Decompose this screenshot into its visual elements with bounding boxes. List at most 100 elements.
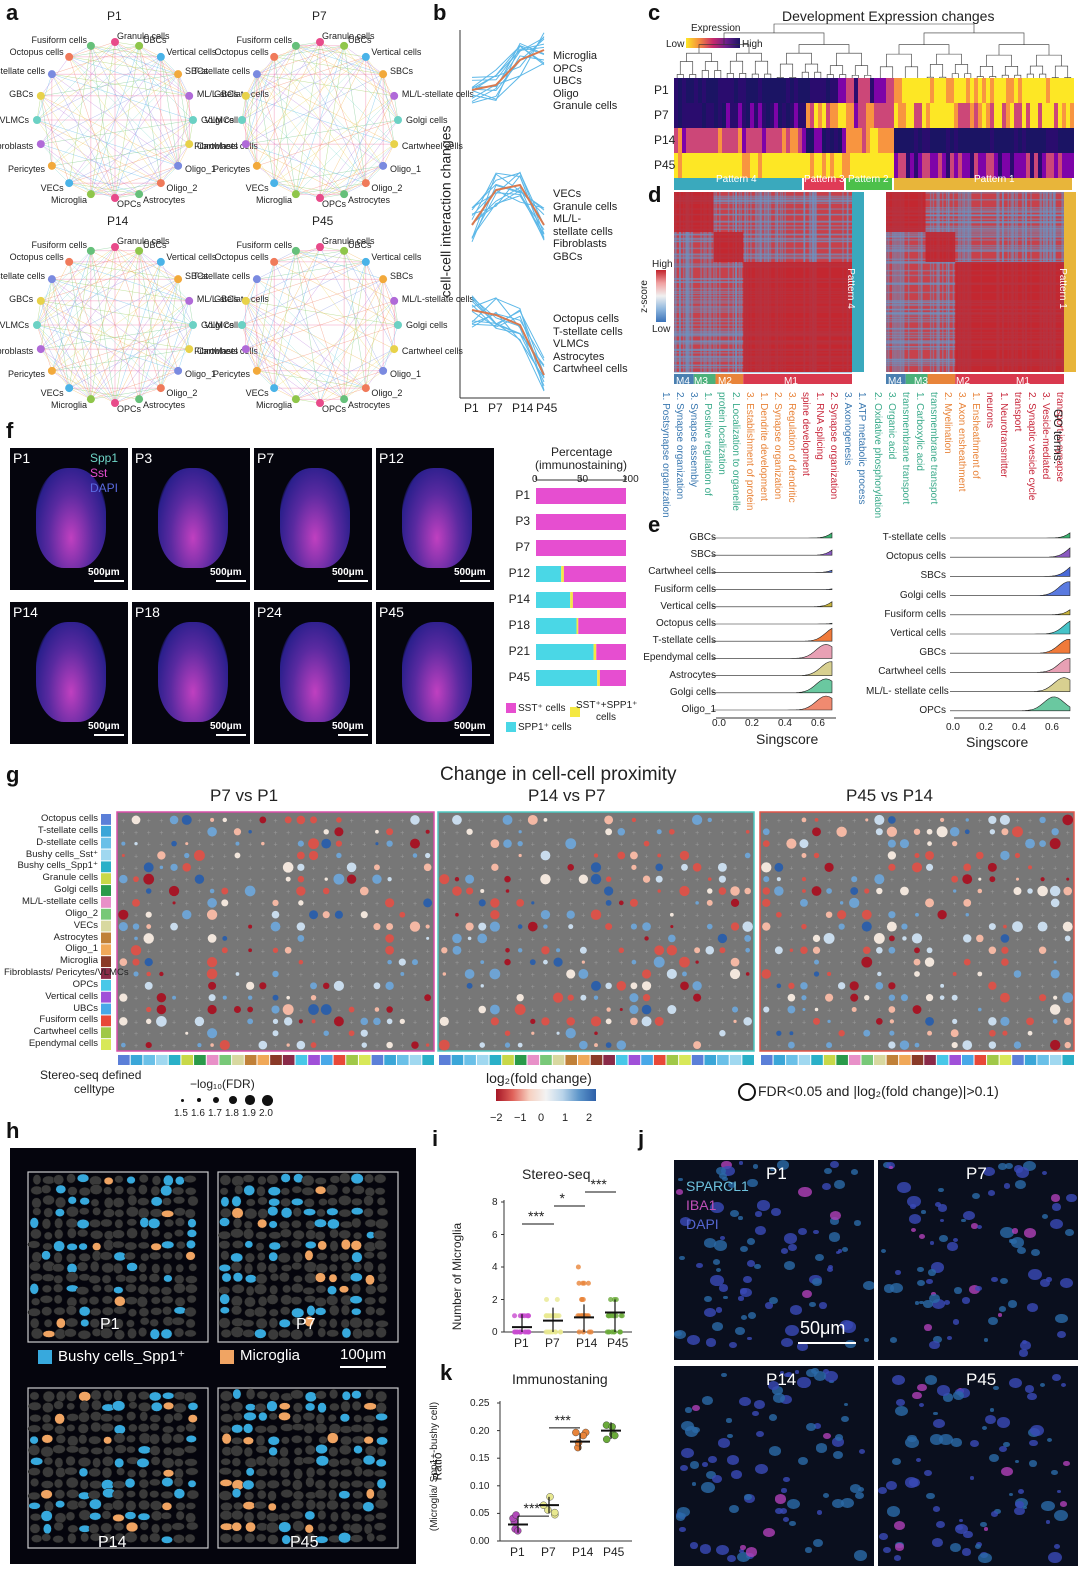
proximity-cross: + [978,913,982,920]
proximity-dot [681,863,688,871]
proximity-dot [118,922,128,932]
other-cell [279,1446,289,1458]
heatmap-cell [710,153,714,178]
other-cell [256,1510,267,1521]
proximity-dot [1053,960,1057,964]
cell-nucleus [953,1286,963,1294]
other-cell [126,1391,137,1403]
proximity-cross: + [248,913,252,920]
cell-nucleus [754,1463,768,1475]
proximity-cross: + [594,948,598,955]
i-data-point [526,1329,532,1335]
proximity-cross: + [337,865,341,872]
cell-nucleus [1051,1469,1058,1475]
cell-nucleus [1028,1460,1038,1467]
cell-nucleus [823,1493,830,1499]
heatmap-cell [1066,78,1070,103]
other-cell [138,1499,151,1511]
cell-nucleus [1011,1228,1019,1234]
proximity-dot [221,899,229,907]
fdr-tick: 1.9 [242,1108,256,1119]
proximity-cross: + [159,1043,163,1050]
other-cell [174,1251,184,1261]
proximity-dot [423,863,432,872]
proximity-cross: + [670,818,674,825]
other-cell [151,1175,162,1186]
proximity-cross: + [877,913,881,920]
cell-nucleus [943,1300,950,1305]
proximity-dot [565,1028,576,1039]
other-cell [218,1240,231,1250]
proximity-dot [826,888,832,894]
other-cell [140,1252,150,1262]
i-data-point [619,1313,625,1319]
proximity-dot [861,909,872,920]
heatmap-cell [1038,153,1042,178]
proximity-dot [259,816,267,824]
b-group-label: Oligo [553,87,579,100]
other-cell [314,1423,328,1434]
proximity-cross: + [789,889,793,896]
cell-nucleus [886,1505,901,1517]
cell-nucleus [1001,1467,1013,1477]
bushy-cell [268,1251,279,1262]
proximity-cross: + [815,865,819,872]
heatmap-cell [990,78,994,103]
proximity-dot [283,1017,293,1026]
heatmap-cell [954,103,958,128]
heatmap-cell [798,78,802,103]
proximity-cross: + [197,1008,201,1015]
proximity-cross: + [172,936,176,943]
proximity-dot [952,1018,958,1024]
mean-trend-line [471,49,545,91]
network-label: UBCs [142,240,167,251]
bushy-cell [54,1208,65,1217]
cell-nucleus [983,1338,989,1343]
proximity-dot [774,946,783,955]
proximity-cross: + [865,1008,869,1015]
other-cell [353,1414,363,1423]
heatmap-cell [698,78,702,103]
heatmap-cell [798,103,802,128]
proximity-dot [999,814,1011,826]
proximity-cross: + [455,853,459,860]
network-label: Oligo_2 [371,182,403,193]
proximity-cross: + [413,913,417,920]
other-cell [327,1414,337,1423]
cell-nucleus [828,1232,840,1242]
proximity-cross: + [261,1019,265,1026]
other-cell [75,1286,90,1296]
proximity-dot [221,887,229,895]
other-cell [78,1187,91,1197]
heatmap-cell [982,78,986,103]
corr-stripe [674,220,852,223]
cell-nucleus [723,1295,728,1300]
g-row-label: D-stellate cells [36,836,98,848]
cell-node [390,91,399,100]
other-cell [341,1186,351,1195]
proximity-dot [465,922,474,931]
other-cell [30,1185,43,1195]
proximity-cross: + [235,818,239,825]
legend-bushy-swatch [38,1350,52,1364]
proximity-cross: + [695,913,699,920]
proximity-dot [194,1016,205,1027]
proximity-dot [296,922,306,931]
proximity-cross: + [902,984,906,991]
other-cell [78,1252,91,1262]
bushy-cell [351,1390,362,1400]
dendrogram-branch [798,44,850,54]
proximity-cross: + [235,913,239,920]
heatmap-cell [1018,128,1022,153]
cell-nucleus [962,1297,971,1304]
proximity-dot [630,851,638,860]
proximity-dot [143,933,154,944]
proximity-dot [400,972,405,976]
other-cell [232,1240,244,1249]
bushy-cell [150,1196,163,1207]
proximity-cross: + [902,1019,906,1026]
g-row-label: Ependymal cells [28,1038,98,1050]
cell-nucleus [785,1325,800,1337]
proximity-cross: + [746,1043,750,1050]
d-high: High [652,259,673,270]
